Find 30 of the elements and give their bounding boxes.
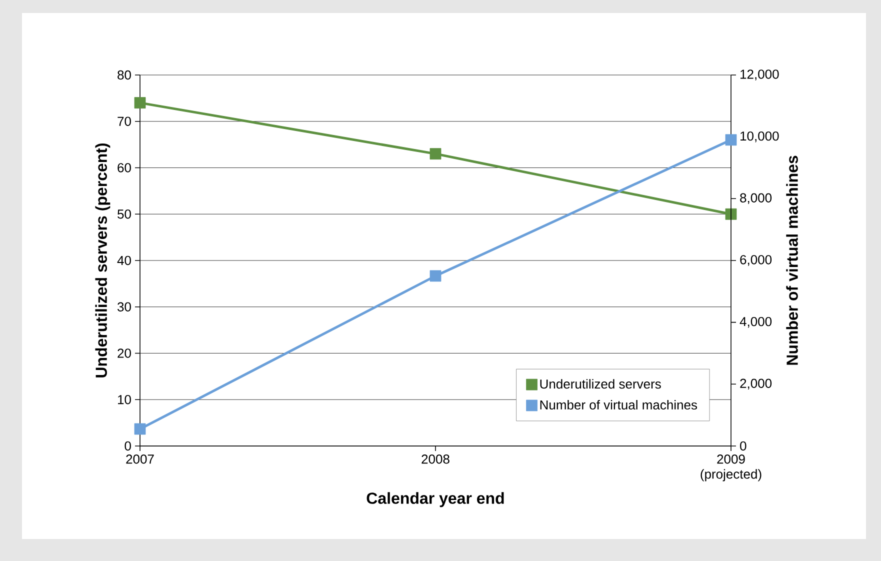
y-axis-title: Underutilized servers (percent) [95, 144, 110, 378]
y-tick-label: 50 [118, 210, 131, 219]
y2-tick-label: 2,000 [740, 378, 772, 390]
x-axis-title: Calendar year end [366, 492, 504, 508]
y-tick-label: 30 [118, 302, 131, 312]
x-tick-label: 2008 [422, 454, 450, 464]
y-tick-label: 0 [124, 441, 131, 451]
y2-tick-label: 4,000 [740, 316, 772, 328]
y2-tick-label: 10,000 [740, 131, 779, 142]
y-tick-label: 20 [118, 348, 131, 358]
legend-label: Underutilized servers [540, 379, 661, 389]
y-tick-label: 60 [118, 163, 131, 172]
legend-label: Number of virtual machines [540, 400, 698, 410]
point [725, 208, 737, 220]
y-tick-label: 80 [118, 70, 131, 80]
y-tick-label: 40 [117, 256, 131, 266]
point [430, 148, 442, 160]
point [430, 270, 442, 282]
y2-tick-label: 6,000 [740, 255, 772, 266]
y2-tick-label: 0 [740, 441, 746, 451]
y2-axis-title: Number of virtual machines [786, 156, 798, 365]
y-tick-label: 70 [118, 116, 131, 126]
x-tick-label: 2007 [126, 454, 154, 464]
y-tick-label: 10 [118, 395, 131, 404]
x-tick-label: 2009 (projected) [700, 454, 762, 482]
y2-tick-label: 12,000 [740, 70, 779, 80]
point [134, 97, 146, 109]
point [134, 423, 146, 435]
y2-tick-label: 8,000 [740, 193, 772, 204]
point [725, 134, 737, 146]
